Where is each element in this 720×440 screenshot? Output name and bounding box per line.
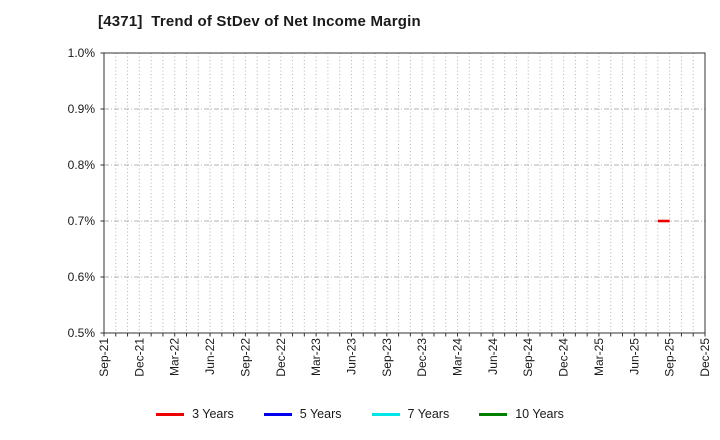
legend-item-7-years: 7 Years [371, 407, 450, 421]
legend-label: 3 Years [192, 407, 234, 421]
x-tick-label: Mar-25 [592, 338, 606, 376]
x-tick-label: Jun-23 [344, 338, 358, 375]
x-tick-label: Sep-21 [97, 338, 111, 377]
x-tick-label: Mar-22 [168, 338, 182, 376]
y-tick-label: 0.8% [68, 158, 96, 172]
x-tick-label: Jun-24 [486, 338, 500, 375]
y-tick-label: 0.5% [68, 326, 96, 340]
x-tick-label: Jun-22 [203, 338, 217, 375]
chart-title: [4371] Trend of StDev of Net Income Marg… [98, 13, 421, 30]
y-tick-label: 0.9% [68, 102, 96, 116]
x-tick-label: Sep-23 [380, 338, 394, 377]
x-tick-label: Dec-22 [274, 338, 288, 377]
legend: 3 Years 5 Years 7 Years 10 Years [0, 404, 720, 424]
legend-item-5-years: 5 Years [263, 407, 342, 421]
y-tick-label: 0.6% [68, 270, 96, 284]
x-tick-label: Sep-25 [663, 338, 677, 377]
plot-border [103, 52, 706, 334]
x-tick-label: Dec-21 [132, 338, 146, 377]
x-tick-label: Dec-25 [698, 338, 712, 377]
legend-swatch-3-years [156, 412, 185, 416]
legend-item-10-years: 10 Years [479, 407, 564, 421]
x-tick-label: Jun-25 [627, 338, 641, 375]
legend-swatch-10-years [479, 412, 508, 416]
legend-swatch-5-years [263, 412, 292, 416]
x-tick-label: Mar-24 [451, 338, 465, 376]
x-tick-label: Dec-23 [415, 338, 429, 377]
legend-swatch-7-years [371, 412, 400, 416]
y-tick-label: 0.7% [68, 214, 96, 228]
x-tick-label: Dec-24 [557, 338, 571, 377]
legend-label: 5 Years [299, 407, 342, 421]
legend-label: 10 Years [515, 407, 564, 421]
x-tick-label: Mar-23 [309, 338, 323, 376]
legend-label: 7 Years [407, 407, 450, 421]
legend-item-3-years: 3 Years [156, 407, 234, 421]
x-tick-label: Sep-24 [521, 338, 535, 377]
y-tick-label: 1.0% [68, 46, 96, 60]
x-tick-label: Sep-22 [238, 338, 252, 377]
